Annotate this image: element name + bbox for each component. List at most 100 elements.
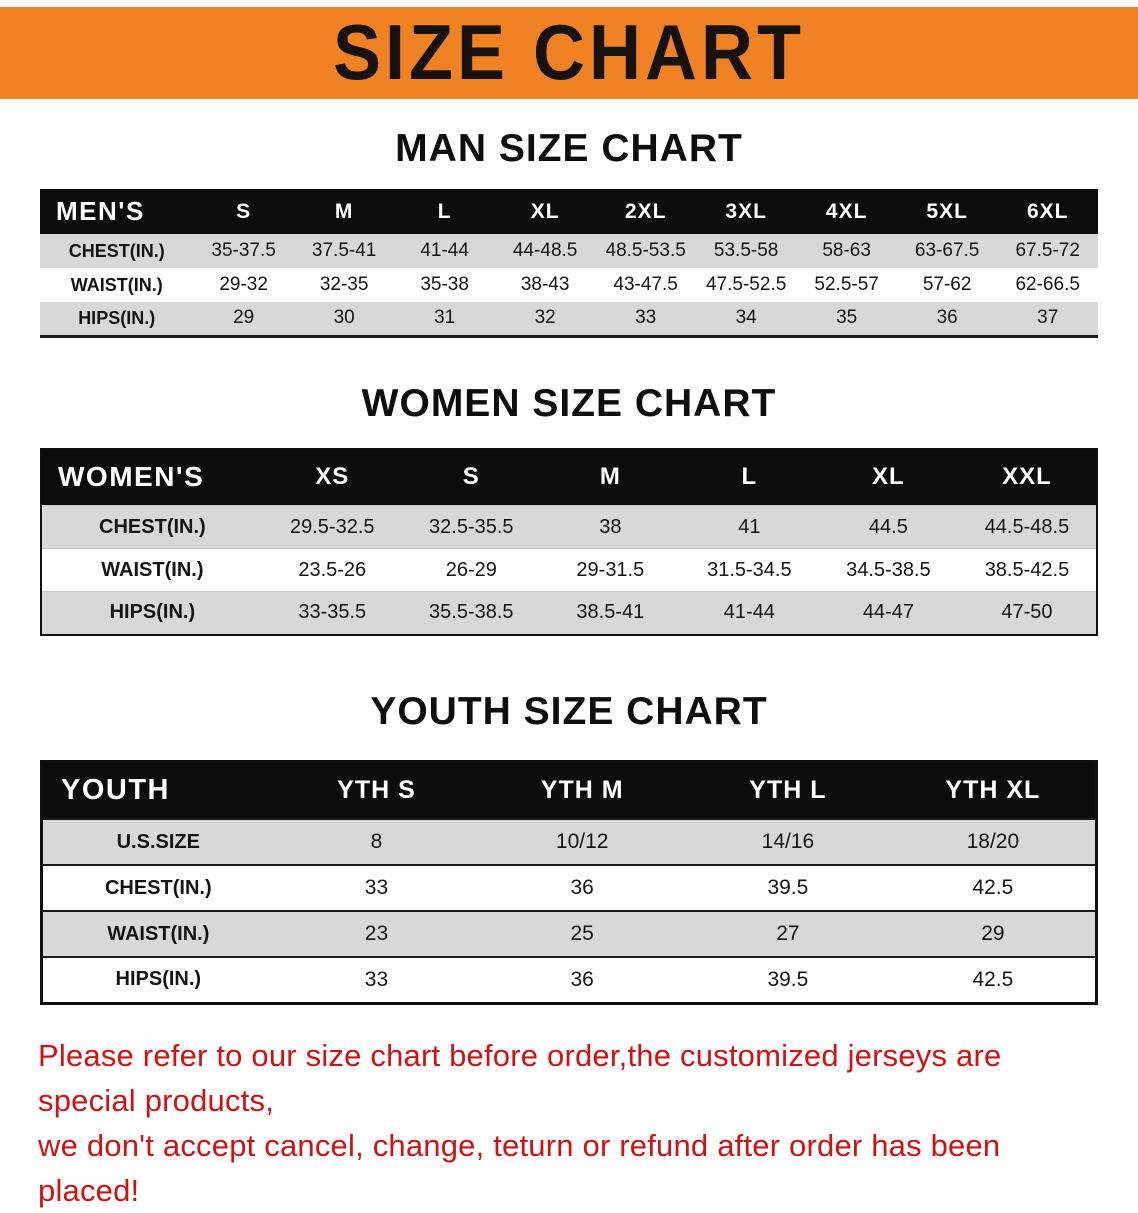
size-chart-page: SIZE CHART MAN SIZE CHART MEN'S S M L XL 2XL 3…: [0, 7, 1138, 1213]
size-value-cell: 14/16: [761, 830, 815, 853]
table-title-cell: MEN'S: [40, 189, 194, 234]
size-column-header: 4XL: [796, 189, 897, 234]
size-column-header: S: [401, 448, 541, 506]
size-column-header: XL: [494, 189, 596, 234]
size-column-header: S: [193, 189, 294, 234]
table-header-row: YOUTH YTH S YTH M YTH L YTH XL: [41, 761, 1097, 819]
table-row: HIPS(IN.) 33 36 39.5 42.5: [41, 957, 1097, 1003]
size-column-header: M: [293, 189, 395, 234]
size-column-header: YTH L: [685, 761, 891, 819]
man-section-heading: MAN SIZE CHART: [395, 127, 743, 170]
size-value-cell: 63-67.5: [914, 240, 980, 261]
size-value-cell: 35.5-38.5: [429, 601, 514, 624]
table-row: CHEST(IN.) 33 36 39.5 42.5: [41, 865, 1097, 911]
size-value-cell: 31: [434, 307, 456, 329]
size-column-header: L: [679, 448, 819, 506]
size-value-cell: 29: [981, 922, 1005, 945]
table-row: HIPS(IN.) 29 30 31 32 33 34 35 36 37: [40, 302, 1098, 336]
size-value-cell: 29-32: [219, 274, 268, 295]
size-value-cell: 18/20: [966, 830, 1020, 853]
women-section-heading: WOMEN SIZE CHART: [361, 381, 777, 425]
table-row: WAIST(IN.) 23.5-26 26-29 29-31.5 31.5-34.5 34…: [41, 548, 1097, 592]
size-value-cell: 32.5-35.5: [429, 515, 514, 538]
size-value-cell: 44-47: [862, 601, 914, 624]
table-row: U.S.SIZE 8 10/12 14/16 18/20: [41, 819, 1097, 865]
size-value-cell: 32-35: [319, 274, 369, 295]
size-value-cell: 26-29: [445, 558, 497, 581]
page-title: SIZE CHART: [333, 9, 805, 97]
table-row: WAIST(IN.) 29-32 32-35 35-38 38-43 43-47.5 47.…: [40, 268, 1098, 302]
size-column-header: YTH XL: [890, 761, 1097, 819]
size-value-cell: 23.5-26: [298, 558, 367, 581]
size-value-cell: 48.5-53.5: [605, 240, 686, 261]
youth-size-table: YOUTH YTH S YTH M YTH L YTH XL U.S.SIZE 8 10/12…: [40, 759, 1098, 1005]
size-value-cell: 10/12: [555, 830, 609, 853]
size-value-cell: 62-66.5: [1015, 274, 1080, 295]
size-column-header: 5XL: [896, 189, 998, 234]
size-column-header: 2XL: [595, 189, 696, 234]
size-value-cell: 47.5-52.5: [706, 274, 787, 295]
size-value-cell: 47-50: [1001, 601, 1053, 624]
table-row: WAIST(IN.) 23 25 27 29: [41, 911, 1097, 957]
size-value-cell: 29: [233, 307, 255, 329]
size-value-cell: 43-47.5: [613, 274, 678, 295]
table-row: CHEST(IN.) 35-37.5 37.5-41 41-44 44-48.5 48.5…: [40, 234, 1098, 268]
womens-size-table: WOMEN'S XS S M L XL XXL CHEST(IN.) 29.5-32.5 32.5…: [40, 447, 1098, 636]
mens-size-table: MEN'S S M L XL 2XL 3XL 4XL 5XL 6XL CHEST(IN.) 35-37…: [40, 189, 1098, 338]
size-column-header: 6XL: [997, 189, 1098, 234]
table-row: HIPS(IN.) 33-35.5 35.5-38.5 38.5-41 41-44 44-…: [41, 591, 1097, 635]
size-value-cell: 35: [836, 307, 858, 329]
size-value-cell: 38.5-41: [576, 601, 645, 624]
size-value-cell: 37.5-41: [311, 240, 377, 261]
size-value-cell: 36: [936, 307, 958, 329]
size-value-cell: 39.5: [767, 967, 809, 991]
size-value-cell: 42.5: [972, 876, 1014, 899]
size-value-cell: 39.5: [767, 876, 809, 899]
row-label-cell: HIPS(IN.): [78, 307, 156, 328]
size-value-cell: 36: [570, 967, 594, 991]
row-label-cell: U.S.SIZE: [116, 830, 200, 853]
row-label-cell: HIPS(IN.): [115, 968, 202, 991]
row-label-cell: WAIST(IN.): [101, 558, 204, 581]
row-label-cell: WAIST(IN.): [70, 274, 163, 295]
size-value-cell: 33: [364, 876, 389, 899]
size-value-cell: 29-31.5: [576, 558, 645, 581]
size-value-cell: 35-38: [420, 274, 469, 295]
row-label-cell: HIPS(IN.): [109, 601, 196, 624]
size-column-header: L: [394, 189, 495, 234]
size-value-cell: 32: [534, 307, 556, 329]
table-row: CHEST(IN.) 29.5-32.5 32.5-35.5 38 41 44.5 44.5…: [41, 505, 1097, 549]
table-title-cell: YOUTH: [41, 761, 274, 819]
size-value-cell: 33-35.5: [298, 601, 367, 624]
size-value-cell: 41-44: [723, 601, 775, 624]
size-value-cell: 38.5-42.5: [984, 558, 1070, 581]
disclaimer-line-1: Please refer to our size chart before or…: [38, 1037, 1002, 1118]
table-header-row: WOMEN'S XS S M L XL XXL: [41, 448, 1097, 506]
size-value-cell: 33: [364, 967, 389, 991]
size-value-cell: 41-44: [420, 240, 469, 261]
size-value-cell: 37: [1037, 307, 1059, 329]
table-title-cell: WOMEN'S: [41, 448, 263, 506]
size-value-cell: 38-43: [520, 274, 570, 295]
row-label-cell: WAIST(IN.): [107, 922, 210, 945]
size-value-cell: 30: [333, 307, 355, 329]
size-value-cell: 57-62: [922, 274, 972, 295]
size-value-cell: 29.5-32.5: [290, 515, 375, 538]
size-value-cell: 8: [370, 830, 383, 853]
size-value-cell: 25: [570, 922, 594, 945]
size-column-header: XXL: [957, 448, 1097, 506]
size-value-cell: 34.5-38.5: [846, 558, 931, 581]
size-value-cell: 38: [599, 515, 622, 538]
size-column-header: XS: [262, 448, 402, 506]
size-value-cell: 31.5-34.5: [707, 558, 792, 581]
disclaimer-line-2: we don't accept cancel, change, teturn o…: [38, 1127, 1001, 1208]
size-value-cell: 41: [738, 515, 761, 538]
row-label-cell: CHEST(IN.): [99, 515, 206, 538]
size-value-cell: 42.5: [972, 967, 1014, 991]
size-value-cell: 52.5-57: [814, 274, 879, 295]
size-value-cell: 35-37.5: [211, 240, 276, 261]
row-label-cell: CHEST(IN.): [68, 240, 165, 261]
size-value-cell: 58-63: [822, 240, 871, 261]
size-value-cell: 33: [635, 307, 657, 329]
size-value-cell: 67.5-72: [1015, 240, 1080, 261]
